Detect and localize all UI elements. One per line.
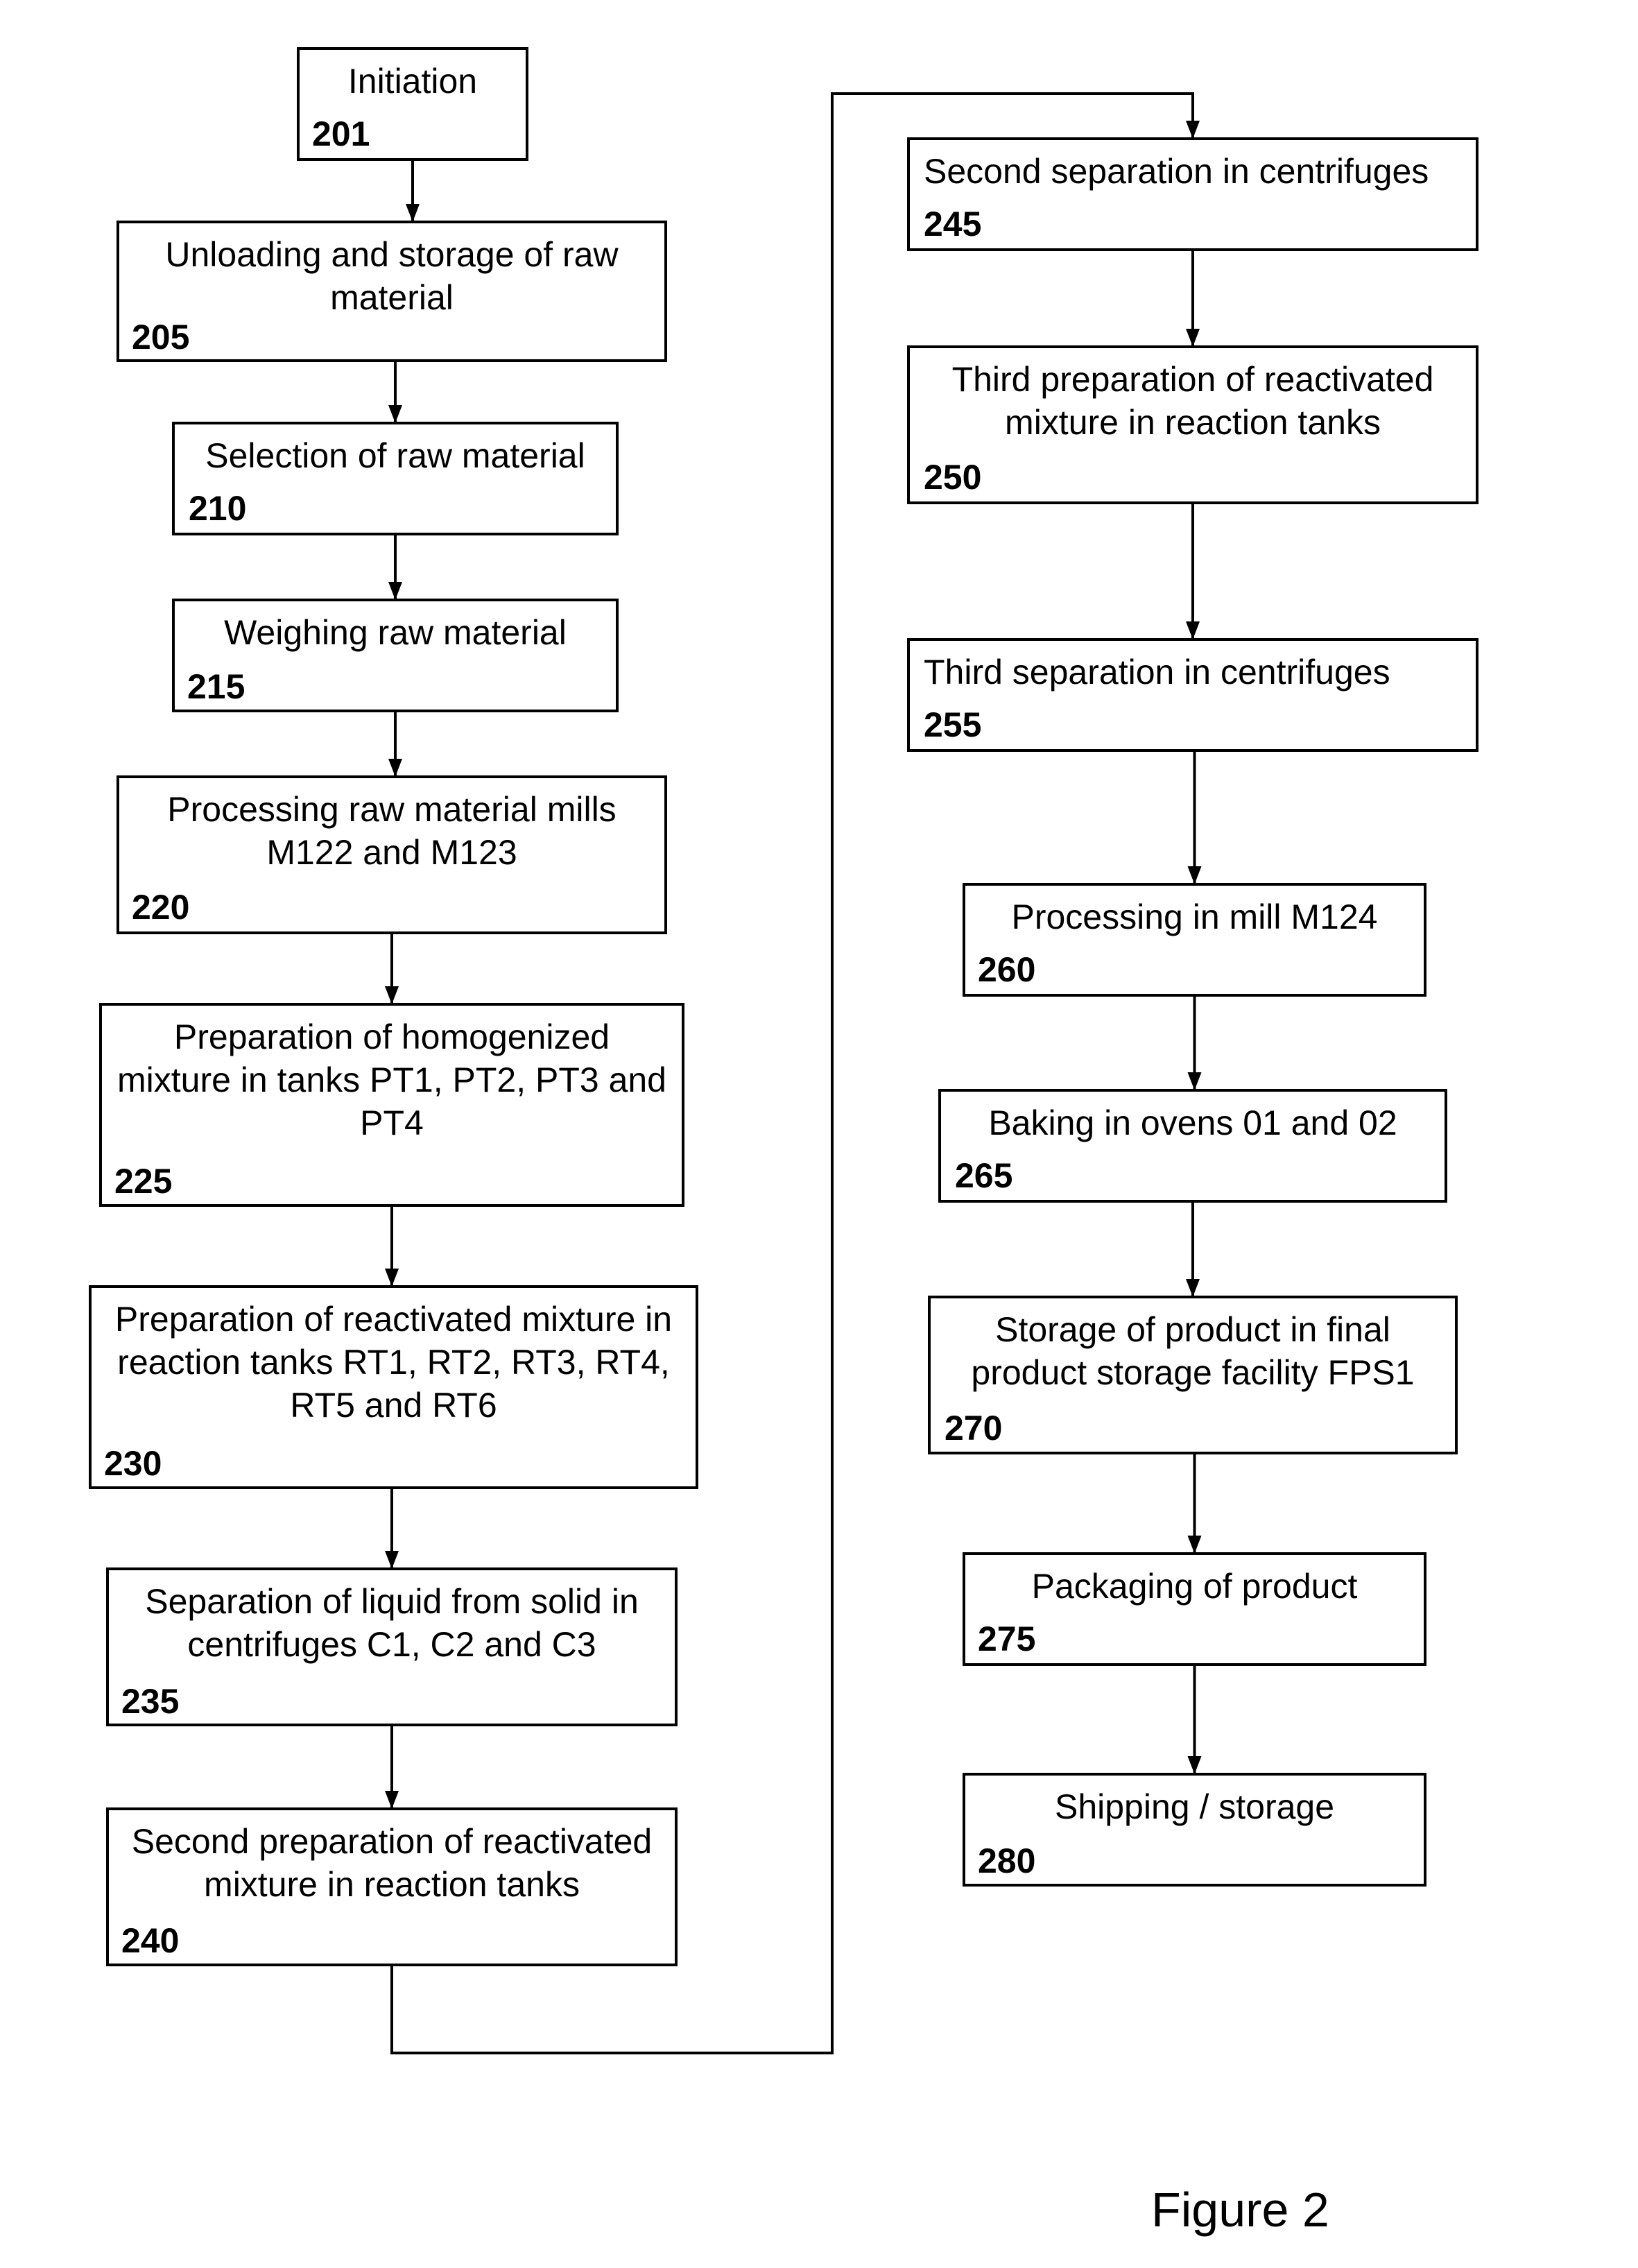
- node-label: Third preparation of reactivated: [952, 360, 1434, 399]
- flow-node-255: Third separation in centrifuges 255: [908, 639, 1477, 750]
- arrow-head: [1188, 1072, 1202, 1090]
- node-label: Second separation in centrifuges: [924, 152, 1429, 191]
- figure-caption: Figure 2: [1151, 2183, 1329, 2237]
- flow-node-270: Storage of product in final product stora…: [929, 1297, 1456, 1453]
- node-label: Processing in mill M124: [1012, 897, 1378, 936]
- node-label: mixture in tanks PT1, PT2, PT3 and: [117, 1060, 666, 1099]
- node-number: 270: [945, 1409, 1002, 1447]
- node-number: 201: [312, 114, 370, 153]
- node-number: 210: [189, 489, 246, 528]
- arrow-head: [1188, 1756, 1202, 1774]
- flow-node-225: Preparation of homogenized mixture in tan…: [101, 1004, 683, 1205]
- flow-node-220: Processing raw material mills M122 and M1…: [118, 777, 666, 933]
- node-number: 235: [121, 1682, 179, 1721]
- arrow-head: [1186, 121, 1200, 139]
- node-number: 230: [104, 1444, 162, 1483]
- arrow-head: [385, 1551, 399, 1569]
- node-label: Preparation of homogenized: [174, 1017, 610, 1056]
- node-label: Initiation: [348, 62, 477, 101]
- node-label: Weighing raw material: [224, 613, 567, 652]
- node-label: Unloading and storage of raw: [165, 235, 619, 274]
- node-label: Preparation of reactivated mixture in: [115, 1300, 672, 1339]
- node-label: RT5 and RT6: [290, 1386, 497, 1425]
- flow-node-201: Initiation 201: [298, 49, 527, 160]
- node-number: 250: [924, 458, 981, 497]
- node-label: Storage of product in final: [995, 1310, 1390, 1349]
- node-number: 280: [978, 1841, 1035, 1880]
- arrow-head: [1186, 1279, 1200, 1297]
- node-number: 205: [132, 318, 189, 356]
- flow-node-275: Packaging of product 275: [964, 1554, 1425, 1665]
- flow-node-280: Shipping / storage 280: [964, 1774, 1425, 1885]
- node-number: 225: [114, 1162, 172, 1201]
- node-number: 260: [978, 950, 1035, 989]
- arrow-head: [385, 1269, 399, 1287]
- flow-node-250: Third preparation of reactivated mixture …: [908, 347, 1477, 503]
- node-label: product storage facility FPS1: [971, 1353, 1414, 1392]
- arrow-head: [388, 582, 402, 600]
- node-label: PT4: [360, 1103, 424, 1142]
- arrow-head: [385, 1791, 399, 1809]
- node-label: material: [330, 278, 454, 317]
- node-label: Packaging of product: [1032, 1567, 1358, 1606]
- node-label: Third separation in centrifuges: [924, 653, 1390, 691]
- arrow-head: [1186, 621, 1200, 639]
- arrow-head: [1186, 329, 1200, 347]
- node-label: mixture in reaction tanks: [1005, 403, 1381, 442]
- node-label: Processing raw material mills: [167, 790, 616, 829]
- flow-node-245: Second separation in centrifuges 245: [908, 139, 1477, 250]
- flowchart: Initiation 201 Unloading and storage of ra…: [0, 0, 1638, 2268]
- arrow-head: [388, 759, 402, 777]
- node-label: reaction tanks RT1, RT2, RT3, RT4,: [117, 1343, 670, 1382]
- flow-node-230: Preparation of reactivated mixture in rea…: [90, 1287, 697, 1488]
- flow-node-240: Second preparation of reactivated mixture…: [107, 1809, 676, 1965]
- node-label: Baking in ovens 01 and 02: [988, 1103, 1397, 1142]
- flow-node-260: Processing in mill M124 260: [964, 884, 1425, 995]
- arrow-head: [388, 405, 402, 423]
- flow-node-205: Unloading and storage of raw material 205: [118, 222, 666, 361]
- arrow-head: [1188, 866, 1202, 884]
- arrow-head: [406, 204, 420, 222]
- flow-node-235: Separation of liquid from solid in centri…: [107, 1569, 676, 1725]
- node-label: M122 and M123: [266, 833, 517, 872]
- node-number: 240: [121, 1921, 179, 1960]
- node-label: Second preparation of reactivated: [132, 1822, 653, 1861]
- node-label: Separation of liquid from solid in: [145, 1582, 639, 1621]
- node-number: 245: [924, 205, 981, 243]
- flow-node-215: Weighing raw material 215: [173, 600, 617, 711]
- node-number: 220: [132, 888, 189, 927]
- node-number: 275: [978, 1620, 1035, 1658]
- node-number: 255: [924, 705, 981, 744]
- node-label: Selection of raw material: [205, 436, 585, 475]
- node-label: centrifuges C1, C2 and C3: [187, 1625, 596, 1664]
- flow-node-210: Selection of raw material 210: [173, 423, 617, 534]
- arrow-head: [385, 986, 399, 1004]
- node-number: 215: [187, 667, 245, 706]
- node-label: mixture in reaction tanks: [204, 1865, 580, 1904]
- node-number: 265: [955, 1156, 1012, 1195]
- arrow-head: [1188, 1536, 1202, 1554]
- flow-node-265: Baking in ovens 01 and 02 265: [940, 1090, 1446, 1201]
- node-label: Shipping / storage: [1055, 1787, 1334, 1826]
